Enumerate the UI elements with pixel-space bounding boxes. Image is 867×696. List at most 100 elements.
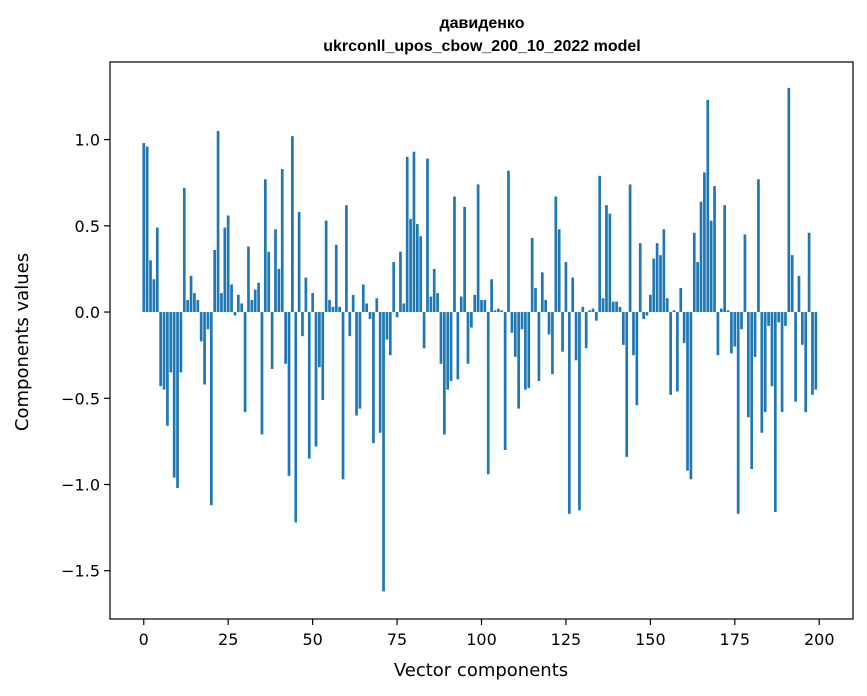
bar xyxy=(628,184,632,313)
bar xyxy=(247,246,250,313)
bar xyxy=(723,205,727,313)
bar xyxy=(605,205,608,313)
bar xyxy=(203,312,206,385)
bar xyxy=(436,293,439,313)
bar xyxy=(368,312,372,319)
bar xyxy=(284,312,287,364)
bar xyxy=(142,143,146,313)
bar xyxy=(213,249,217,313)
y-axis-ticks: −1.5 −1.0 −0.5 0.0 0.5 1.0 xyxy=(61,131,110,581)
bar xyxy=(388,312,392,356)
bar xyxy=(223,227,227,313)
bar xyxy=(172,312,176,478)
bar xyxy=(638,243,642,313)
bar xyxy=(746,312,750,418)
bar xyxy=(162,312,166,390)
bar xyxy=(355,312,358,416)
bar xyxy=(706,99,710,313)
bar xyxy=(770,312,774,387)
y-tick-label: 0.0 xyxy=(75,303,100,322)
bar xyxy=(270,312,274,369)
bar xyxy=(571,277,575,313)
bar xyxy=(470,312,473,328)
bar xyxy=(456,312,460,380)
bar xyxy=(794,312,797,402)
bar xyxy=(429,296,433,313)
bar xyxy=(557,229,561,313)
bar xyxy=(253,289,257,313)
y-tick-label: −0.5 xyxy=(61,389,100,408)
bar xyxy=(676,312,679,392)
x-tick-label: 100 xyxy=(466,630,497,649)
bar xyxy=(473,294,477,313)
bar xyxy=(314,312,318,447)
bar xyxy=(578,312,581,511)
bar xyxy=(372,312,375,444)
bar xyxy=(426,158,429,313)
bar xyxy=(736,312,740,514)
bar xyxy=(145,146,149,313)
bar xyxy=(405,156,409,313)
bar xyxy=(480,299,483,313)
bar xyxy=(449,312,453,382)
bar xyxy=(554,196,558,313)
bar xyxy=(564,262,568,313)
bar xyxy=(608,213,612,313)
bar xyxy=(665,298,669,313)
bar xyxy=(689,312,693,480)
bar xyxy=(527,312,531,388)
bar xyxy=(402,303,406,313)
bar xyxy=(267,251,271,313)
bar xyxy=(399,251,402,313)
bar xyxy=(301,312,304,337)
bar xyxy=(149,260,152,313)
bar xyxy=(186,299,190,313)
bar xyxy=(537,312,541,382)
bar xyxy=(209,312,213,506)
bar xyxy=(790,255,794,313)
bar xyxy=(392,262,396,313)
bar xyxy=(432,268,436,313)
bar xyxy=(618,306,622,313)
bar xyxy=(682,312,686,344)
bar xyxy=(753,312,757,357)
bar xyxy=(726,310,730,313)
bar xyxy=(510,312,514,333)
x-axis-ticks: 0 25 50 75 100 125 150 175 200 xyxy=(139,619,835,649)
x-tick-label: 50 xyxy=(302,630,322,649)
bar xyxy=(341,312,345,480)
bar xyxy=(166,312,169,426)
y-tick-label: 1.0 xyxy=(75,131,100,150)
bar xyxy=(155,227,159,313)
bar xyxy=(632,312,635,356)
y-tick-label: 0.5 xyxy=(75,217,100,236)
bar xyxy=(297,212,301,313)
bars-group xyxy=(142,87,818,592)
bar xyxy=(459,296,463,313)
x-tick-label: 25 xyxy=(218,630,238,649)
bar xyxy=(415,224,419,313)
bar xyxy=(696,262,699,313)
bar xyxy=(692,232,696,313)
bar xyxy=(777,312,781,323)
bar xyxy=(490,279,493,313)
bar xyxy=(182,187,186,313)
bar xyxy=(598,175,602,313)
bar xyxy=(787,87,791,313)
bar xyxy=(348,312,352,337)
bar xyxy=(291,136,294,313)
bar xyxy=(365,303,369,313)
bar xyxy=(206,312,210,330)
bar xyxy=(233,312,237,316)
bar xyxy=(621,312,625,345)
bar xyxy=(220,293,223,313)
bar xyxy=(594,312,598,321)
bar xyxy=(260,312,264,435)
bar xyxy=(345,205,348,313)
bar xyxy=(334,244,338,313)
bar xyxy=(780,312,784,413)
bar xyxy=(655,243,659,313)
bar xyxy=(328,299,331,313)
bar xyxy=(757,179,760,313)
bar xyxy=(287,312,291,476)
